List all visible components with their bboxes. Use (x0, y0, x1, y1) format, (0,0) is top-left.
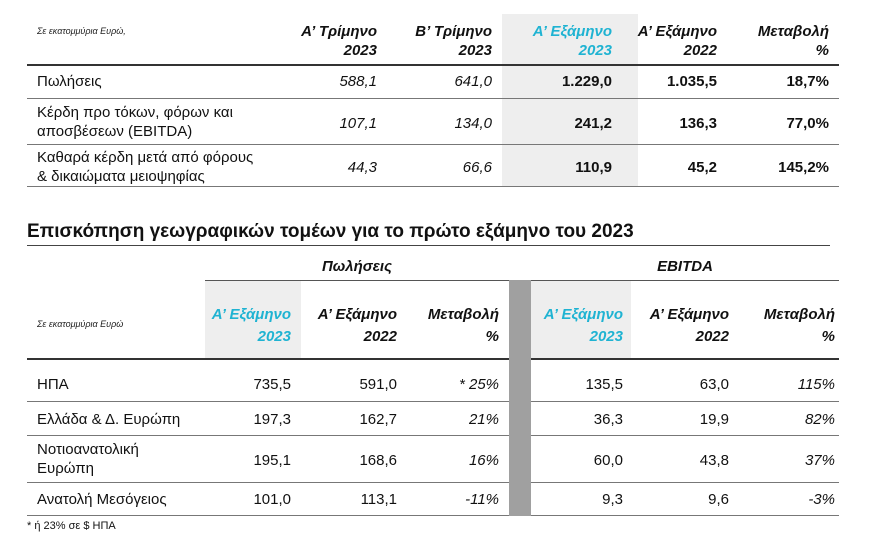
table-cell: 37% (804, 452, 835, 469)
col-header-h1-2022: Α’ Εξάμηνο 2022 (637, 23, 717, 59)
table-cell: 36,3 (593, 411, 623, 428)
table-cell: 195,1 (253, 452, 291, 469)
table-cell: 21% (468, 411, 499, 428)
table-cell: 145,2% (778, 159, 829, 176)
row-label-sales: Πωλήσεις (37, 73, 102, 90)
highlight-column (502, 14, 638, 187)
footnote: * ή 23% σε $ ΗΠΑ (27, 520, 116, 532)
col-header-sales-change: Μεταβολή% (427, 306, 499, 345)
row-divider (27, 401, 509, 402)
col-header-ebitda-change: Μεταβολή% (763, 306, 835, 345)
table-bottom-rule (27, 186, 839, 187)
table-cell: 1.229,0 (561, 73, 612, 90)
row-divider (27, 482, 509, 483)
table-cell: -3% (808, 491, 835, 508)
table-cell: 588,1 (339, 73, 377, 90)
table-cell: 135,5 (585, 376, 623, 393)
table-cell: 115% (797, 376, 835, 393)
row-label-usa: ΗΠΑ (37, 376, 69, 393)
col-header-ebitda-h1-2022: Α’ Εξάμηνο 2022 (649, 306, 729, 345)
header-rule (27, 64, 839, 66)
group-rule (205, 280, 509, 281)
table-cell: 197,3 (253, 411, 291, 428)
table-cell: 113,1 (360, 491, 397, 508)
table-cell: 45,2 (687, 159, 717, 176)
table-cell: 16% (468, 452, 499, 469)
col-header-h1-2023: Α’ Εξάμηνο 2023 (532, 23, 612, 59)
table-cell: 134,0 (454, 115, 492, 132)
table-cell: * 25% (458, 376, 499, 393)
table-bottom-rule (531, 515, 839, 516)
row-divider (531, 482, 839, 483)
table-cell: 1.035,5 (666, 73, 717, 90)
group-header-sales: Πωλήσεις (321, 258, 393, 275)
row-label-net-profit: Καθαρά κέρδη μετά από φόρους & δικαιώματα… (37, 149, 254, 185)
row-divider (27, 435, 509, 436)
group-separator (509, 280, 531, 516)
table-cell: 9,3 (602, 491, 623, 508)
table-cell: 66,6 (462, 159, 492, 176)
row-divider (27, 144, 839, 145)
table-cell: 168,6 (359, 452, 397, 469)
table-cell: 82% (804, 411, 835, 428)
row-label-southeast-europe: Νοτιοανατολική Ευρώπη (37, 441, 139, 477)
header-rule (531, 358, 839, 360)
table-cell: 9,6 (708, 491, 729, 508)
unit-note: Σε εκατομμύρια Ευρώ, (37, 26, 126, 36)
row-label-ebitda: Κέρδη προ τόκων, φόρων και αποσβέσεων (EB… (37, 104, 233, 140)
col-header-q2-2023: Β’ Τρίμηνο 2023 (415, 23, 492, 59)
unit-note: Σε εκατομμύρια Ευρώ (37, 319, 124, 329)
col-header-q1-2023: Α’ Τρίμηνο 2023 (301, 23, 377, 59)
table-cell: 136,3 (679, 115, 717, 132)
row-label-east-mediterranean: Ανατολή Μεσόγειος (37, 491, 167, 508)
col-header-sales-h1-2023: Α’ Εξάμηνο 2023 (211, 306, 291, 345)
row-label-greece-west-europe: Ελλάδα & Δ. Ευρώπη (37, 411, 181, 428)
table-cell: 60,0 (593, 452, 623, 469)
table-cell: -11% (465, 491, 499, 508)
header-rule (27, 358, 509, 360)
table-cell: 107,1 (339, 115, 377, 132)
col-header-ebitda-h1-2023: Α’ Εξάμηνο 2023 (543, 306, 623, 345)
table-bottom-rule (27, 515, 509, 516)
table-cell: 110,9 (575, 159, 612, 176)
highlight-column-ebitda (531, 280, 631, 358)
table-cell: 101,0 (253, 491, 291, 508)
row-divider (27, 98, 839, 99)
section-title: Επισκόπηση γεωγραφικών τομέων για το πρώ… (27, 221, 634, 242)
table-cell: 44,3 (347, 159, 377, 176)
table-cell: 19,9 (699, 411, 729, 428)
group-rule (531, 280, 839, 281)
table-cell: 591,0 (359, 376, 397, 393)
table-cell: 641,0 (454, 73, 492, 90)
row-divider (531, 401, 839, 402)
geographic-table: Πωλήσεις EBITDA Σε εκατομμύρια Ευρώ Α’ Ε… (27, 246, 839, 516)
table-cell: 43,8 (699, 452, 729, 469)
table-cell: 735,5 (253, 376, 291, 393)
col-header-sales-h1-2022: Α’ Εξάμηνο 2022 (317, 306, 397, 345)
row-divider (531, 435, 839, 436)
table-cell: 241,2 (574, 115, 612, 132)
section-rule (27, 245, 830, 246)
col-header-change: Μεταβολή% (757, 23, 829, 59)
group-header-ebitda: EBITDA (657, 258, 713, 275)
highlight-column-sales (205, 280, 301, 358)
table-cell: 63,0 (699, 376, 729, 393)
table-cell: 18,7% (786, 73, 829, 90)
table-cell: 77,0% (786, 115, 829, 132)
table-cell: 162,7 (359, 411, 397, 428)
